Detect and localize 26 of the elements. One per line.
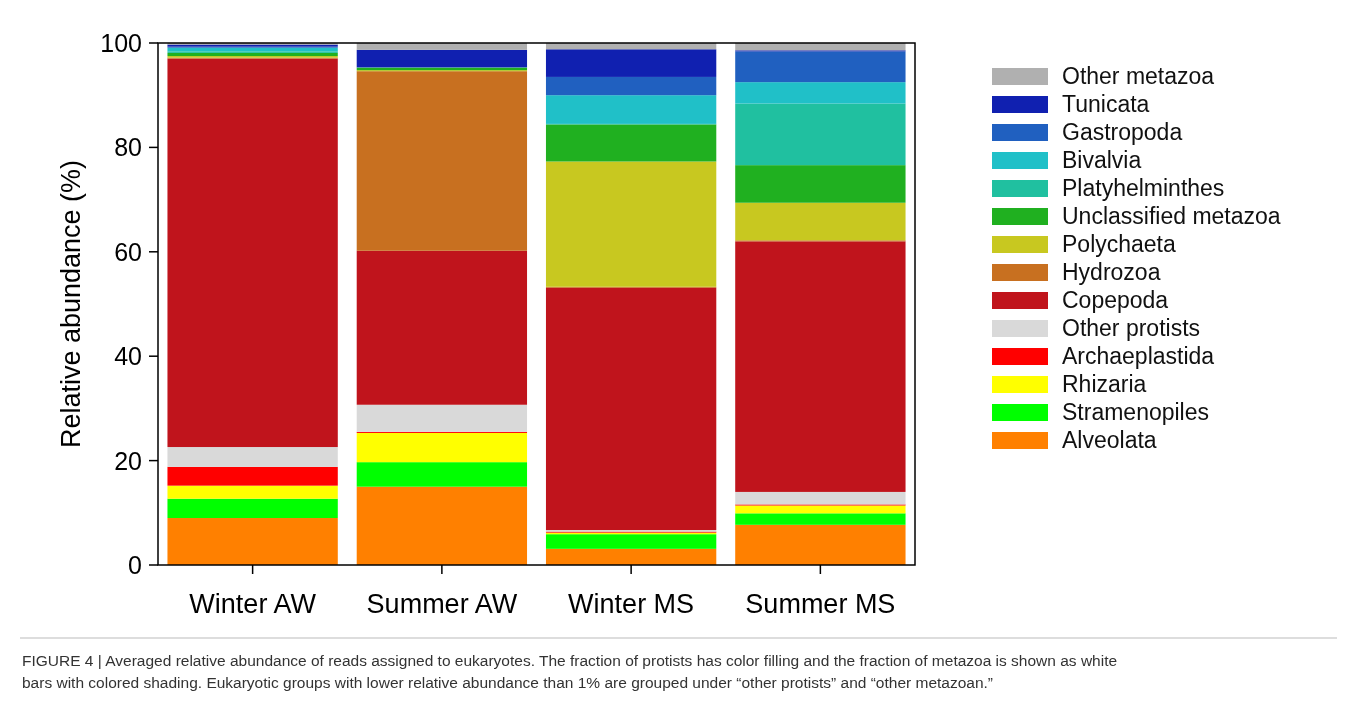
legend-label: Polychaeta xyxy=(1062,231,1177,257)
legend-label: Other metazoa xyxy=(1062,63,1215,89)
legend-label: Hydrozoa xyxy=(1062,259,1161,285)
y-tick-label: 100 xyxy=(100,29,142,57)
x-tick-label: Summer MS xyxy=(745,589,896,619)
legend-label: Bivalvia xyxy=(1062,147,1142,173)
legend-label: Stramenopiles xyxy=(1062,399,1210,425)
legend-label: Other protists xyxy=(1062,315,1201,341)
legend-label: Alveolata xyxy=(1062,427,1157,453)
legend-label: Tunicata xyxy=(1062,91,1150,117)
legend-label: Rhizaria xyxy=(1062,371,1147,397)
x-tick-label: Winter AW xyxy=(189,589,317,619)
legend-label: Archaeplastida xyxy=(1062,343,1215,369)
y-tick-label: 60 xyxy=(114,237,142,266)
legend-label: Copepoda xyxy=(1062,287,1169,313)
y-tick-label: 0 xyxy=(128,551,142,579)
legend-label: Gastropoda xyxy=(1062,119,1183,145)
x-tick-label: Winter MS xyxy=(568,589,695,619)
x-tick-label: Summer AW xyxy=(366,589,518,619)
legend-label: Unclassified metazoa xyxy=(1062,203,1281,229)
legend-label: Platyhelminthes xyxy=(1062,175,1225,201)
y-tick-label: 20 xyxy=(114,446,142,475)
y-tick-label: 80 xyxy=(114,133,142,162)
caption: FIGURE 4 | Averaged relative abundance of reads assigned to eukaryotes. The fraction of protists has color filling and the fraction of metazoa is shown as white bars with colored shading. Eukaryotic groups with lower relative abundance than 1% are grouped under “other protists” and “other metazoan.” xyxy=(22,652,1118,691)
y-tick-label: 40 xyxy=(114,342,142,371)
y-axis-title: Relative abundance (%) xyxy=(56,159,86,449)
